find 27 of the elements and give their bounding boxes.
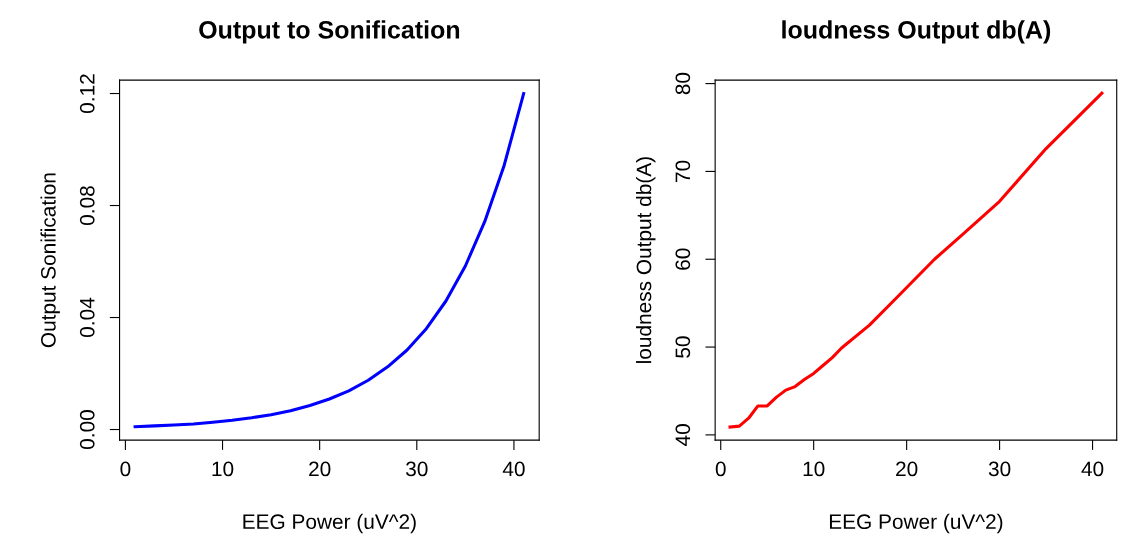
y-tick-label: 70 xyxy=(675,160,691,182)
x-tick-label: 0 xyxy=(715,461,726,477)
x-tick-label: 40 xyxy=(1081,461,1104,477)
x-tick-label: 0 xyxy=(120,461,131,477)
chart-title: Output to Sonification xyxy=(199,20,460,44)
y-tick-label: 80 xyxy=(675,72,691,95)
chart-title: loudness Output db(A) xyxy=(782,20,1051,44)
line-series xyxy=(133,91,526,429)
x-tick-label: 10 xyxy=(212,461,234,477)
y-tick-label: 40 xyxy=(675,424,691,446)
y-tick-label: 60 xyxy=(675,248,691,270)
y-tick-label: 0.08 xyxy=(79,186,95,225)
y-axis-title: loudness Output db(A) xyxy=(636,157,656,363)
x-tick-label: 40 xyxy=(502,461,525,477)
x-axis-title: EEG Power (uV^2) xyxy=(829,513,1003,534)
y-tick-label: 0.00 xyxy=(79,410,95,449)
x-tick-label: 20 xyxy=(309,461,331,477)
line-series xyxy=(728,91,1104,429)
x-tick-label: 30 xyxy=(406,461,428,477)
y-tick-label: 50 xyxy=(675,336,691,358)
y-tick-label: 0.12 xyxy=(79,74,95,113)
y-tick-label: 0.04 xyxy=(79,297,95,337)
y-axis-title: Output Sonification xyxy=(40,173,60,348)
x-axis-title: EEG Power (uV^2) xyxy=(243,513,416,534)
x-tick-label: 30 xyxy=(988,461,1011,477)
x-tick-label: 10 xyxy=(803,461,825,477)
x-tick-label: 20 xyxy=(896,461,918,477)
